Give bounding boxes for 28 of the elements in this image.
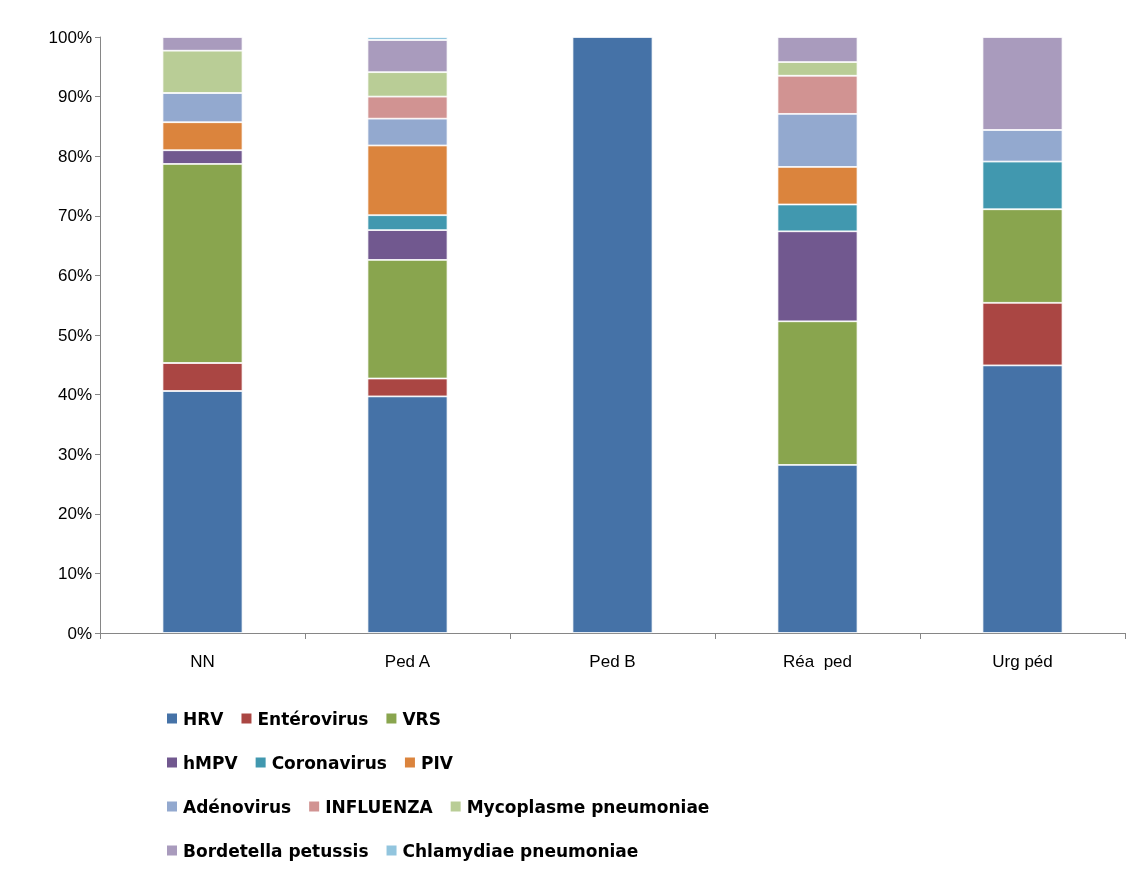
x-tick-label: NN <box>190 652 215 671</box>
legend-label: hMPV <box>183 752 239 773</box>
legend-label: Mycoplasme pneumoniae <box>466 796 710 817</box>
y-tick-label: 40% <box>57 385 92 405</box>
x-tick-label: Ped B <box>589 652 636 671</box>
y-tick-label: 60% <box>57 265 92 285</box>
y-tick-label: 80% <box>57 146 92 166</box>
y-tick-label: 70% <box>57 206 92 226</box>
y-tick-label: 10% <box>57 563 92 583</box>
x-tick-label: Urg péd <box>992 652 1053 671</box>
legend-label: Entérovirus <box>257 708 369 729</box>
x-tick-label: Réa ped <box>783 652 852 671</box>
legend-label: INFLUENZA <box>325 796 434 817</box>
legend-label: Adénovirus <box>183 796 292 817</box>
legend-label: PIV <box>420 752 454 773</box>
legend-label: HRV <box>183 708 225 729</box>
y-tick-label: 30% <box>57 444 92 464</box>
legend-label: VRS <box>402 708 441 729</box>
y-tick-label: 20% <box>57 504 92 524</box>
y-tick-label: 0% <box>67 623 92 643</box>
bar <box>572 37 653 633</box>
y-tick-label: 50% <box>57 325 92 345</box>
legend-label: Chlamydiae pneumoniae <box>402 840 639 861</box>
y-tick-label: 100% <box>48 27 92 47</box>
x-tick-label: Ped A <box>384 652 431 671</box>
legend-label: Bordetella petussis <box>183 840 369 861</box>
y-tick-label: 90% <box>57 87 92 107</box>
legend-label: Coronavirus <box>271 752 387 773</box>
